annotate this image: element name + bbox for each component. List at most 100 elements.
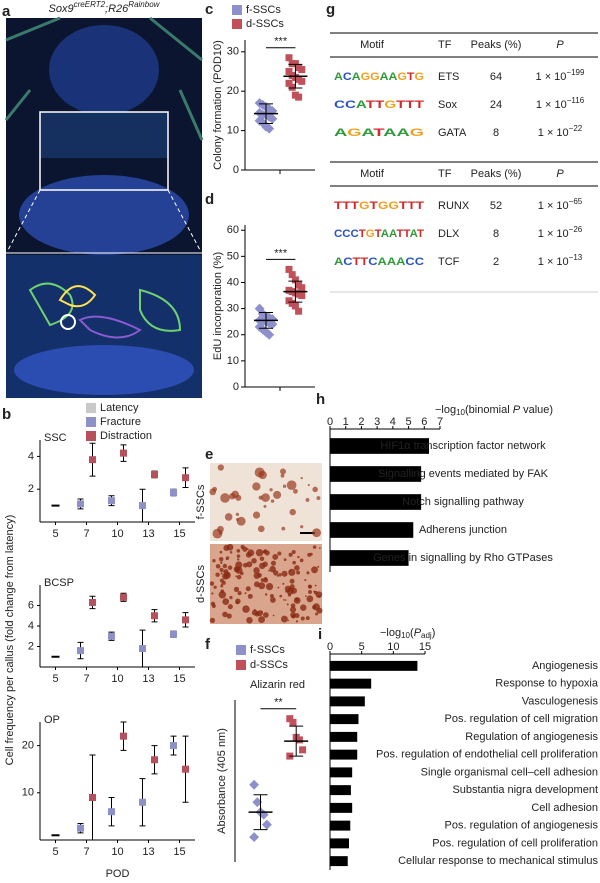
stain-dot	[240, 544, 245, 550]
y-tick-label: 0	[233, 381, 239, 393]
stain-dot	[235, 512, 240, 517]
panel-label: f	[205, 636, 211, 653]
table-tf: TCF	[438, 256, 460, 268]
image-label: d-SSCs	[195, 565, 207, 603]
stain-dot	[247, 593, 253, 599]
motif-letter: A	[356, 99, 367, 111]
stain-dot	[215, 572, 220, 577]
stain-dot	[236, 548, 241, 553]
legend-label: d-SSCs	[250, 659, 288, 671]
x-tick-label: 10	[111, 673, 123, 685]
stain-dot	[220, 493, 230, 503]
stain-dot	[300, 604, 307, 611]
stain-dot	[252, 482, 261, 491]
stain-dot	[252, 511, 261, 519]
stain-dot	[242, 562, 248, 568]
p-exp: −22	[569, 124, 583, 133]
stain-dot	[211, 603, 216, 609]
x-tick-label: 15	[173, 846, 185, 858]
category-label: Cellular response to mechanical stimulus	[398, 855, 598, 867]
table-header: Peaks (%)	[471, 168, 522, 180]
bar	[330, 714, 359, 725]
p-exp: −13	[569, 253, 583, 262]
motif-letter: G	[384, 99, 396, 111]
panel-label: d	[205, 191, 214, 208]
stain-dot	[233, 586, 240, 593]
y-axis-label: Absorbance (405 nm)	[216, 728, 228, 834]
category-label: Pos. regulation of angiogenesis	[445, 820, 599, 832]
significance: ***	[274, 36, 288, 48]
x-tick-label: 4	[390, 416, 396, 428]
stain-dot	[270, 597, 276, 603]
stain-dot	[311, 566, 318, 574]
stain-dot	[308, 589, 313, 594]
stain-dot	[312, 528, 322, 538]
panel-label: c	[205, 1, 213, 18]
stain-dot	[270, 499, 275, 503]
stain-dot	[282, 484, 287, 488]
stain-dot	[220, 561, 223, 564]
stain-dot	[253, 572, 260, 579]
table-header: P	[556, 168, 564, 180]
stain-dot	[218, 556, 224, 562]
motif-letter: C	[343, 71, 352, 83]
table-tf: GATA	[438, 127, 467, 139]
stain-dot	[257, 525, 265, 533]
stain-dot	[209, 581, 215, 586]
table-p: 1 × 10−116	[536, 96, 585, 111]
stain-dot	[286, 603, 289, 606]
category-label: Single organismal cell–cell adhesion	[421, 766, 598, 778]
x-tick-label: 5	[52, 846, 58, 858]
stain-dot	[286, 480, 297, 491]
x-axis-label-part: (binomial	[465, 404, 513, 416]
y-axis-label: Colony formation (POD10)	[212, 40, 224, 170]
stain-dot	[229, 595, 233, 600]
x-axis-label: −log10(binomial P value)	[435, 404, 553, 417]
motif-letter: A	[396, 256, 405, 268]
error-bar	[289, 725, 304, 757]
bar	[330, 696, 365, 707]
y-tick-label: 30	[227, 46, 239, 58]
stain-dot	[265, 582, 274, 591]
stain-dot	[263, 612, 269, 618]
p-base: 1 × 10	[538, 127, 569, 139]
stain-dot	[300, 476, 303, 480]
stain-dot	[212, 559, 216, 563]
motif-letter: T	[416, 200, 425, 212]
legend-label: Fracture	[100, 416, 141, 428]
stain-dot	[292, 560, 296, 565]
stain-dot	[260, 578, 265, 582]
data-point	[252, 797, 263, 808]
table-tf: DLX	[438, 228, 460, 240]
x-axis-label-part: 10	[401, 631, 410, 640]
mean-marker	[120, 732, 127, 740]
data-point	[285, 265, 293, 273]
category-label: Regulation of angiogenesis	[465, 731, 598, 743]
stain-dot	[251, 558, 257, 564]
category-label: Angiogenesis	[532, 660, 599, 672]
y-tick-label: 10	[227, 125, 239, 137]
x-tick-label: 1	[343, 416, 349, 428]
stain-dot	[246, 548, 249, 551]
stain-dot	[288, 552, 293, 557]
data-point	[264, 329, 275, 340]
image-title-part: creERT2	[74, 0, 106, 9]
stain-dot	[290, 612, 297, 618]
stain-dot	[281, 570, 288, 577]
stain-dot	[280, 615, 288, 623]
motif-letter: T	[351, 200, 360, 212]
stain-dot	[277, 551, 282, 556]
mean-marker	[120, 593, 127, 601]
y-tick-label: 10	[227, 355, 239, 367]
x-tick-label: 7	[83, 846, 89, 858]
stain-dot	[291, 550, 296, 554]
x-tick-label: 6	[421, 416, 427, 428]
stain-dot	[289, 570, 292, 572]
mean-marker	[108, 632, 115, 640]
panel-name: SSC	[44, 432, 67, 444]
motif-letter: G	[370, 71, 380, 83]
stain-dot	[284, 585, 292, 593]
